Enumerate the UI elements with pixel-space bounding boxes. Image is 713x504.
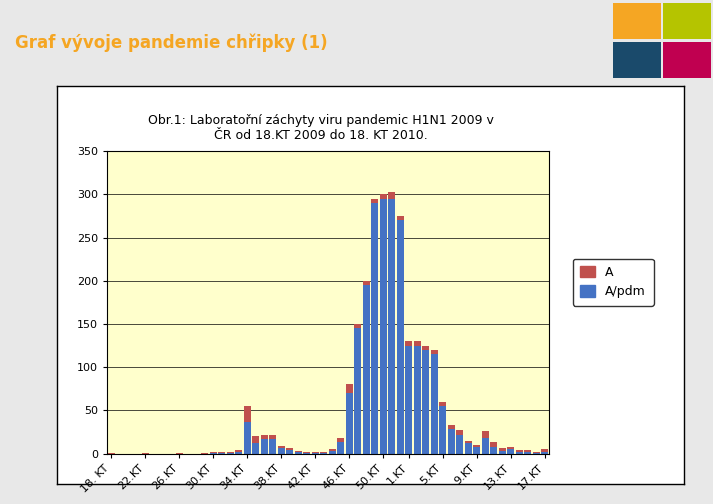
Bar [397, 220, 404, 454]
Bar [431, 354, 438, 454]
Bar [541, 449, 548, 452]
Bar [329, 449, 336, 451]
Bar [473, 447, 480, 454]
Bar [320, 452, 327, 453]
Bar [533, 452, 540, 453]
Bar [295, 451, 302, 452]
Bar [448, 429, 455, 454]
Bar [142, 453, 148, 454]
Bar [287, 450, 293, 454]
Bar [448, 425, 455, 429]
Bar [414, 341, 421, 346]
Text: Obr.1: Laboratořní záchyty viru pandemic H1N1 2009 v
ČR od 18.KT 2009 do 18. KT : Obr.1: Laboratořní záchyty viru pandemic… [148, 113, 493, 142]
Bar [337, 443, 344, 454]
Bar [508, 449, 514, 454]
Bar [287, 449, 293, 450]
Bar [541, 452, 548, 454]
Bar [337, 438, 344, 443]
Bar [499, 449, 506, 451]
Bar [414, 346, 421, 454]
Bar [473, 445, 480, 447]
Bar [261, 434, 267, 439]
Bar [456, 430, 463, 434]
Bar [303, 452, 310, 453]
Bar [303, 453, 310, 454]
Bar [354, 324, 361, 328]
Bar [201, 453, 208, 454]
Bar [613, 42, 660, 78]
Bar [663, 3, 710, 39]
Bar [524, 452, 531, 454]
Bar [663, 42, 710, 78]
Bar [227, 452, 234, 453]
Bar [270, 434, 276, 439]
Bar [465, 443, 472, 454]
Legend: A, A/pdm: A, A/pdm [573, 259, 654, 306]
Bar [218, 453, 225, 454]
Bar [422, 346, 429, 350]
Bar [346, 393, 353, 454]
Bar [354, 328, 361, 454]
Bar [363, 285, 369, 454]
Bar [516, 450, 523, 452]
Bar [295, 452, 302, 454]
Bar [516, 452, 523, 454]
Bar [482, 431, 488, 438]
Bar [108, 453, 115, 454]
Bar [363, 281, 369, 285]
Bar [261, 439, 267, 454]
Bar [252, 436, 259, 443]
Bar [405, 346, 412, 454]
Bar [397, 216, 404, 220]
Bar [244, 406, 251, 422]
Bar [533, 453, 540, 454]
Bar [422, 350, 429, 454]
Bar [389, 192, 395, 199]
Bar [312, 452, 319, 453]
Bar [380, 199, 386, 454]
Bar [405, 341, 412, 346]
Bar [218, 452, 225, 453]
Bar [278, 446, 284, 449]
Bar [524, 450, 531, 452]
Bar [371, 199, 378, 203]
Bar [252, 443, 259, 454]
Bar [491, 443, 497, 447]
Bar [491, 447, 497, 454]
Bar [244, 422, 251, 454]
Bar [465, 440, 472, 443]
Bar [235, 450, 242, 452]
Bar [482, 438, 488, 454]
Bar [329, 451, 336, 454]
Bar [439, 402, 446, 406]
Bar [508, 447, 514, 449]
Bar [456, 434, 463, 454]
Bar [278, 449, 284, 454]
Bar [380, 195, 386, 199]
Bar [439, 406, 446, 454]
Bar [227, 453, 234, 454]
Bar [346, 385, 353, 393]
Bar [235, 452, 242, 454]
Bar [210, 453, 217, 454]
Bar [431, 350, 438, 354]
Bar [371, 203, 378, 454]
Bar [613, 3, 660, 39]
Bar [320, 453, 327, 454]
Bar [389, 199, 395, 454]
Bar [312, 453, 319, 454]
Bar [176, 453, 183, 454]
Bar [210, 452, 217, 453]
Text: Graf vývoje pandemie chřipky (1): Graf vývoje pandemie chřipky (1) [16, 34, 328, 52]
Bar [499, 451, 506, 454]
Bar [270, 439, 276, 454]
